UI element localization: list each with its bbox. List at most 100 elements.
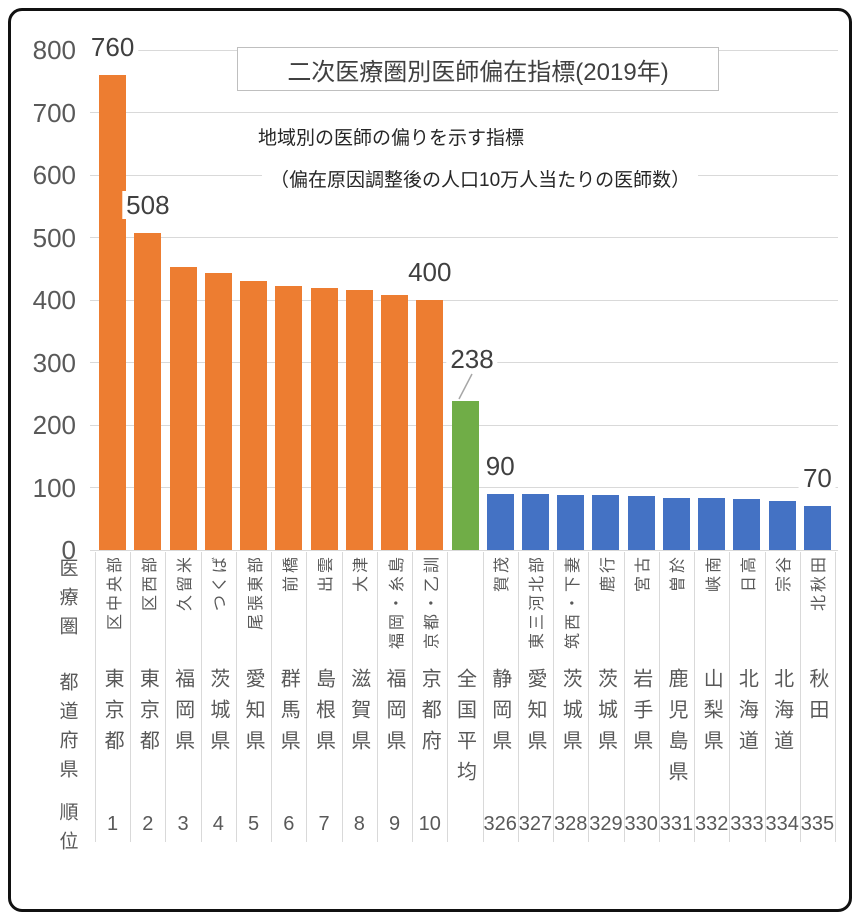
column-separator xyxy=(799,552,801,842)
gridline-700 xyxy=(90,112,838,113)
x-label-rank: 8 xyxy=(353,813,365,835)
bar-value-label: 70 xyxy=(798,464,836,493)
x-label-rank: 335 xyxy=(800,813,835,835)
medical-area-text: 曽於 xyxy=(670,554,688,593)
chart-title: 二次医療圏別医師偏在指標(2019年) xyxy=(237,47,719,91)
x-label-medical-area: 久留米 xyxy=(165,554,200,669)
medical-area-text: 峡南 xyxy=(705,554,723,593)
x-label-prefecture: 福岡県 xyxy=(165,668,200,808)
x-label-rank: 330 xyxy=(624,813,658,835)
x-label-medical-area: 峡南 xyxy=(694,554,729,669)
x-label-prefecture: 茨城県 xyxy=(553,668,588,808)
x-label-medical-area: 大津 xyxy=(342,554,377,669)
bar-value-label: 508 xyxy=(122,190,174,219)
medical-area-text: 福岡・糸島 xyxy=(388,554,406,650)
x-label-medical-area: 鹿行 xyxy=(588,554,623,669)
x-label-rank: 1 xyxy=(107,813,119,835)
prefecture-text: 秋田 xyxy=(805,668,828,730)
prefecture-text: 愛知県 xyxy=(242,668,265,761)
column-separator xyxy=(694,552,696,842)
column-separator xyxy=(658,552,660,842)
x-label-rank: 6 xyxy=(283,813,295,835)
x-label-medical-area: 宮古 xyxy=(624,554,659,669)
x-label-rank: 332 xyxy=(695,813,729,835)
x-label-prefecture: 東京都 xyxy=(95,668,130,808)
medical-area-text: 北秋田 xyxy=(811,554,829,612)
x-label-rank: 334 xyxy=(765,813,799,835)
bar-区西部 xyxy=(134,232,162,550)
bar-峡南 xyxy=(698,497,726,550)
bar-つくば xyxy=(204,273,232,550)
x-label-prefecture: 群馬県 xyxy=(271,668,306,808)
bar-出雲 xyxy=(310,287,338,550)
bar-宗谷 xyxy=(768,500,796,550)
column-separator xyxy=(341,552,343,842)
column-separator xyxy=(623,552,625,842)
prefecture-text: 滋賀県 xyxy=(347,668,370,761)
x-label-prefecture: 岩手県 xyxy=(624,668,659,808)
row-header-medical-area: 医療圏 xyxy=(53,558,81,645)
x-label-rank: 3 xyxy=(177,813,189,835)
x-label-prefecture: 鹿児島県 xyxy=(659,668,694,808)
x-label-rank: 331 xyxy=(659,813,694,835)
y-axis-tick-200: 200 xyxy=(32,410,76,440)
x-label-prefecture: 島根県 xyxy=(306,668,341,808)
y-axis-tick-100: 100 xyxy=(32,472,76,503)
x-label-rank: 9 xyxy=(388,813,401,835)
column-separator xyxy=(588,552,590,842)
bar-尾張東部 xyxy=(240,281,268,550)
x-label-prefecture: 茨城県 xyxy=(588,668,623,808)
column-separator xyxy=(95,552,96,842)
medical-area-text: 区西部 xyxy=(141,554,159,612)
column-separator xyxy=(553,552,555,842)
medical-area-text: 東三河北部 xyxy=(529,554,547,650)
x-label-rank: 2 xyxy=(142,813,154,835)
x-label-rank: 328 xyxy=(554,813,588,835)
column-separator xyxy=(482,552,484,842)
medical-area-text: 賀茂 xyxy=(494,554,512,593)
bar-大津 xyxy=(345,290,373,550)
x-label-medical-area: 筑西・下妻 xyxy=(553,554,588,669)
prefecture-text: 鹿児島県 xyxy=(664,668,687,792)
column-separator xyxy=(447,552,449,842)
bar-全国平均 xyxy=(451,401,479,550)
prefecture-text: 福岡県 xyxy=(383,668,406,761)
x-label-prefecture: 全国平均 xyxy=(447,668,482,808)
bar-賀茂 xyxy=(486,493,514,550)
prefecture-text: 京都府 xyxy=(418,668,441,761)
bar-曽於 xyxy=(662,497,690,550)
medical-area-text: 鹿行 xyxy=(599,554,617,593)
x-label-medical-area: 京都・乙訓 xyxy=(412,554,447,669)
gridline-0 xyxy=(90,549,838,551)
medical-area-text: 尾張東部 xyxy=(247,554,265,631)
x-label-rank: 327 xyxy=(518,813,553,835)
x-label-rank: 4 xyxy=(212,813,224,835)
prefecture-text: 全国平均 xyxy=(453,668,476,792)
prefecture-text: 島根県 xyxy=(312,668,335,761)
y-axis-tick-400: 400 xyxy=(32,285,76,315)
column-separator xyxy=(130,552,132,842)
x-label-medical-area: 福岡・糸島 xyxy=(377,554,412,669)
prefecture-text: 愛知県 xyxy=(523,668,546,761)
x-label-medical-area: 曽於 xyxy=(659,554,694,669)
x-label-medical-area: 区西部 xyxy=(130,554,165,669)
x-label-medical-area: 日高 xyxy=(729,554,764,669)
x-label-medical-area: 区中央部 xyxy=(95,554,130,669)
prefecture-text: 東京都 xyxy=(136,668,159,761)
bar-value-label: 400 xyxy=(404,258,456,286)
prefecture-text: 福岡県 xyxy=(171,668,194,761)
x-label-medical-area: つくば xyxy=(201,554,236,669)
chart-subtitle-line1: 地域別の医師の偏りを示す指標 xyxy=(250,120,533,153)
row-header-rank: 順位 xyxy=(53,802,81,860)
x-label-medical-area: 宗谷 xyxy=(765,554,800,669)
medical-area-text: 出雲 xyxy=(318,554,336,593)
x-label-medical-area: 北秋田 xyxy=(800,554,835,669)
bar-value-label: 90 xyxy=(481,451,519,480)
row-header-prefecture: 都道府県 xyxy=(53,672,81,788)
column-separator xyxy=(412,552,414,842)
prefecture-text: 静岡県 xyxy=(488,668,511,761)
x-label-medical-area: 出雲 xyxy=(306,554,341,669)
column-separator xyxy=(306,552,308,842)
